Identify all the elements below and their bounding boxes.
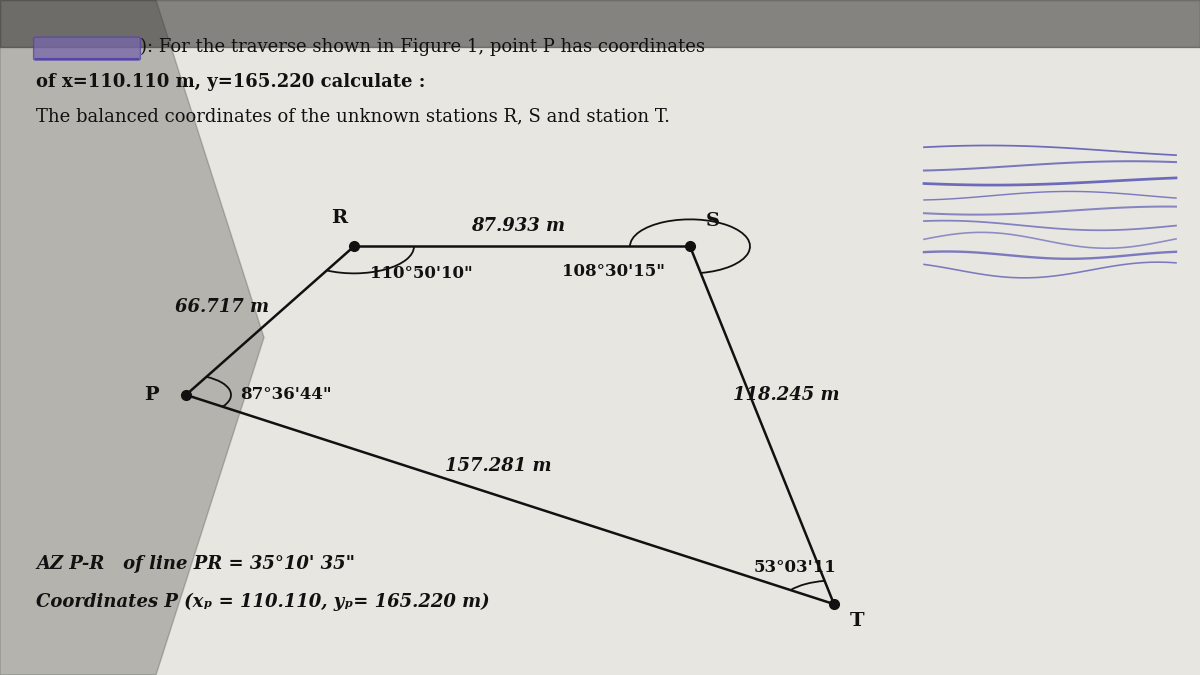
- Text: 118.245 m: 118.245 m: [733, 386, 839, 404]
- FancyBboxPatch shape: [34, 37, 140, 60]
- Text: of x=110.110 m, y=165.220 calculate :: of x=110.110 m, y=165.220 calculate :: [36, 74, 425, 91]
- Text: 157.281 m: 157.281 m: [445, 457, 551, 475]
- Text: R: R: [331, 209, 348, 227]
- Text: T: T: [850, 612, 864, 630]
- Text: 110°50'10": 110°50'10": [370, 265, 473, 282]
- Text: S: S: [706, 211, 720, 230]
- Polygon shape: [0, 0, 264, 675]
- Text: 53°03'11: 53°03'11: [754, 558, 836, 576]
- Text: The balanced coordinates of the unknown stations R, S and station T.: The balanced coordinates of the unknown …: [36, 107, 670, 125]
- Text: 87.933 m: 87.933 m: [472, 217, 565, 235]
- Text: 108°30'15": 108°30'15": [562, 263, 665, 280]
- Text: Coordinates P (xₚ = 110.110, yₚ= 165.220 m): Coordinates P (xₚ = 110.110, yₚ= 165.220…: [36, 593, 490, 612]
- Text: AZ P-R   of line PR = 35°10' 35": AZ P-R of line PR = 35°10' 35": [36, 555, 355, 572]
- Text: 66.717 m: 66.717 m: [175, 298, 269, 316]
- Text: P: P: [144, 386, 158, 404]
- Text: ): For the traverse shown in Figure 1, point P has coordinates: ): For the traverse shown in Figure 1, p…: [140, 38, 706, 57]
- Text: 87°36'44": 87°36'44": [240, 386, 331, 404]
- Polygon shape: [0, 0, 1200, 47]
